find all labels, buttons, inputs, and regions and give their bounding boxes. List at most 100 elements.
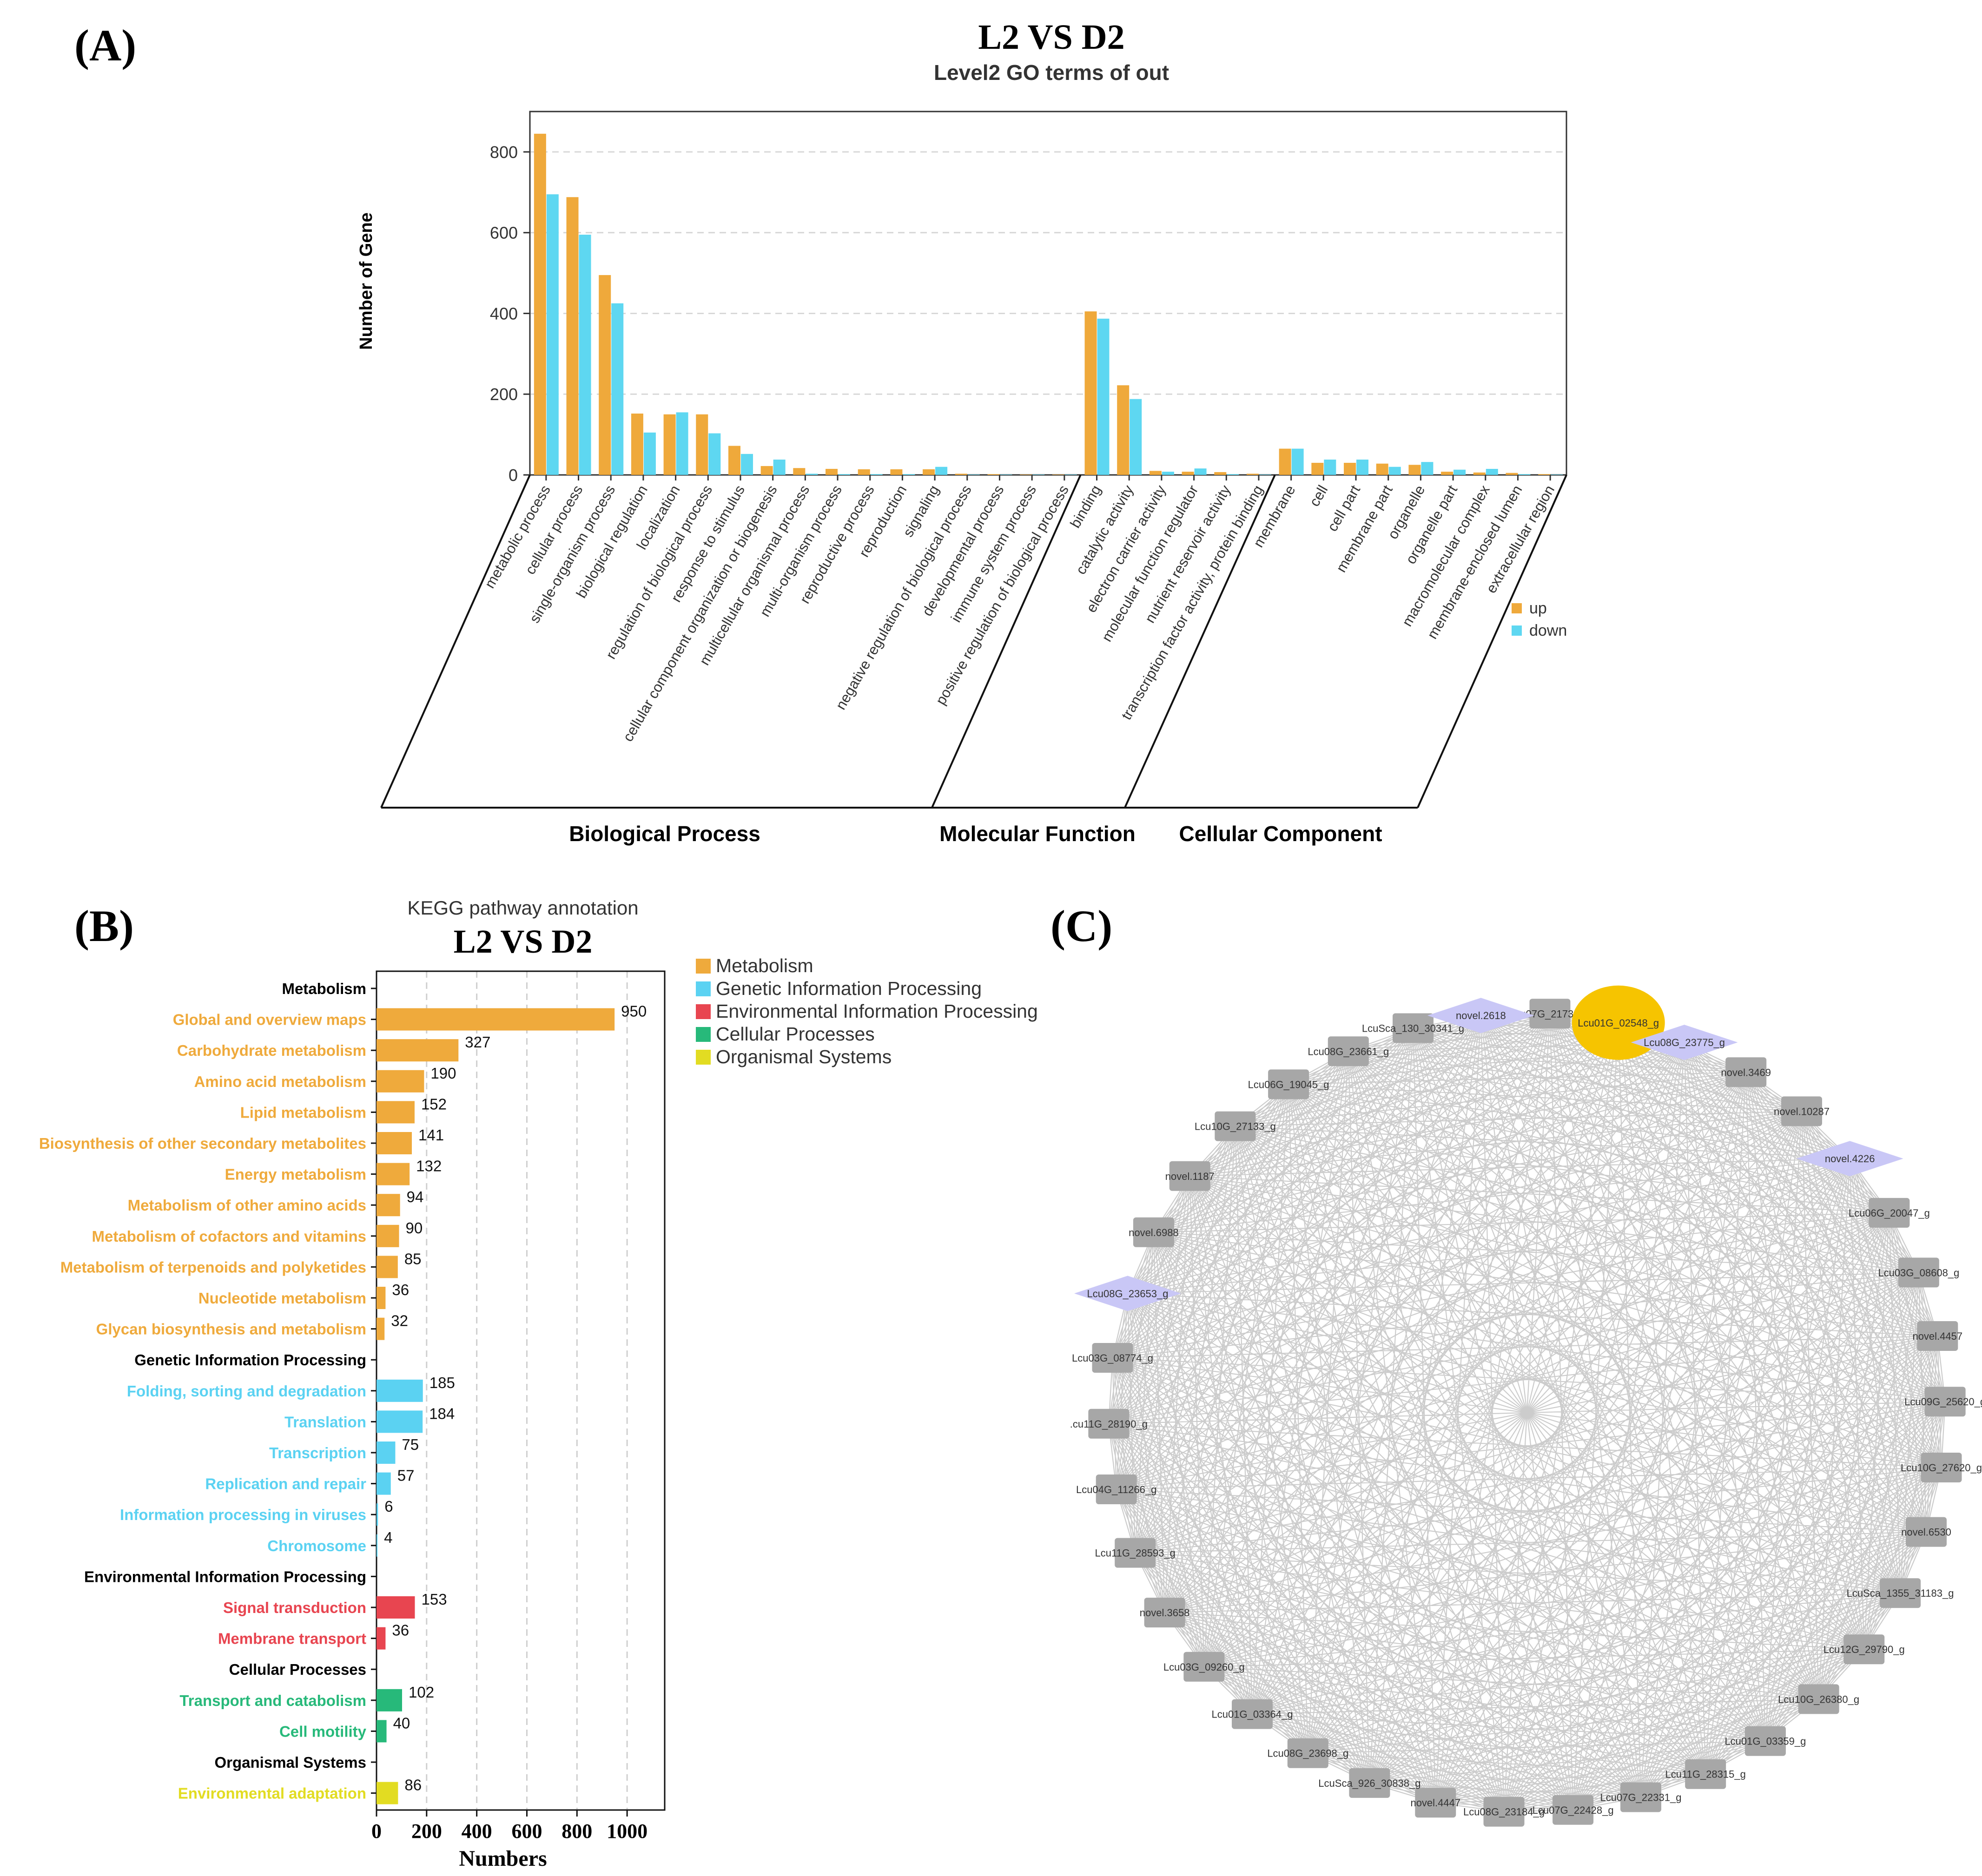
kegg-bar-value: 57 — [397, 1467, 415, 1484]
network-node: novel.1187 — [1165, 1161, 1215, 1191]
go-group-label: Cellular Component — [1179, 822, 1382, 846]
network-node-label: Lcu11G_28593_g — [1095, 1547, 1176, 1559]
go-bar-up — [1246, 474, 1259, 475]
go-bar-down — [1518, 474, 1531, 475]
kegg-bar-value: 32 — [391, 1312, 408, 1330]
kegg-bar — [377, 1689, 402, 1711]
go-bar-down — [676, 412, 688, 475]
kegg-plot-area: 0 200 400 600 800 1000 Metabolism Global and ov… — [39, 970, 666, 1843]
network-node: LcuSca_926_30838_g — [1318, 1768, 1421, 1798]
kegg-bar-value: 152 — [421, 1095, 447, 1112]
node-shape-rect — [1349, 1768, 1390, 1798]
node-shape-diamond — [1074, 1276, 1182, 1311]
node-shape-rect — [1115, 1538, 1156, 1568]
network-node: Lcu01G_03359_g — [1724, 1726, 1806, 1756]
network-node: novel.4226 — [1796, 1141, 1903, 1177]
go-bar-up — [1538, 474, 1551, 475]
kegg-legend-swatch — [696, 1027, 711, 1042]
go-bar-down — [1453, 469, 1466, 475]
node-shape-rect — [1924, 1387, 1966, 1417]
network-node: Lcu03G_08774_g — [1072, 1343, 1153, 1373]
go-bar-up — [1020, 474, 1032, 475]
kegg-bar-value: 6 — [384, 1498, 393, 1515]
network-node: Lcu06G_20047_g — [1849, 1198, 1930, 1228]
network-node-label: novel.6530 — [1901, 1527, 1951, 1538]
go-bar-down — [773, 459, 786, 475]
kegg-row-label: Biosynthesis of other secondary metaboli… — [39, 1135, 366, 1152]
kegg-bar — [377, 1442, 396, 1464]
node-shape-rect — [1393, 1013, 1434, 1043]
network-node: Lcu11G_28315_g — [1665, 1759, 1746, 1789]
network-nodes: Lcu07G_21738_gLcu01G_02548_gLcu08G_23775… — [1070, 985, 1982, 1827]
kegg-row-label: Signal transduction — [223, 1599, 366, 1616]
network-node-label: Lcu06G_19045_g — [1248, 1079, 1329, 1090]
go-bar-up — [1182, 472, 1194, 475]
kegg-bar-value: 4 — [384, 1529, 392, 1546]
go-bar-down — [579, 235, 591, 475]
go-legend: up down — [1512, 599, 1567, 639]
node-shape-rect — [1215, 1111, 1256, 1141]
go-bar-down — [903, 474, 915, 475]
kegg-bar-value: 90 — [406, 1219, 423, 1237]
node-shape-rect — [1483, 1797, 1525, 1827]
go-group-label: Molecular Function — [939, 822, 1136, 846]
kegg-row-label: Metabolism of other amino acids — [128, 1197, 366, 1214]
node-shape-rect — [1744, 1726, 1786, 1756]
network-node: Lcu08G_23184_g — [1463, 1797, 1545, 1827]
kegg-bar-value: 141 — [418, 1126, 444, 1144]
node-shape-diamond — [1631, 1025, 1738, 1060]
go-bar-down — [740, 454, 753, 475]
network-node-label: Lcu08G_23698_g — [1267, 1748, 1348, 1759]
node-shape-rect — [1869, 1198, 1910, 1228]
network-node-label: Lcu11G_28315_g — [1665, 1769, 1746, 1780]
go-bar-up — [858, 469, 870, 475]
go-bar-up — [1052, 474, 1064, 475]
kegg-row-label: Transcription — [269, 1444, 366, 1461]
network-node-label: Lcu08G_23653_g — [1087, 1288, 1169, 1299]
kegg-row-label: Translation — [284, 1413, 366, 1430]
node-shape-rect — [1088, 1409, 1130, 1439]
kegg-bar — [377, 1472, 391, 1495]
panel-b-label: (B) — [74, 901, 134, 951]
network-node: .cu11G_28190_g — [1070, 1409, 1148, 1439]
kegg-bar — [377, 1008, 615, 1031]
kegg-bar-value: 36 — [392, 1281, 409, 1298]
kegg-bar-value: 184 — [429, 1405, 455, 1422]
go-group-separator — [1124, 474, 1276, 808]
go-bar-up — [760, 466, 773, 475]
network-node: Lcu06G_19045_g — [1248, 1069, 1329, 1099]
kegg-bar — [377, 1039, 459, 1062]
node-shape-rect — [1268, 1069, 1309, 1099]
network-node-label: Lcu03G_09260_g — [1163, 1661, 1245, 1673]
go-bar-up — [663, 414, 676, 475]
legend-down-label: down — [1529, 622, 1567, 639]
kegg-x-tick-label: 800 — [562, 1820, 592, 1843]
kegg-legend-swatch — [696, 1004, 711, 1019]
kegg-chart-title: L2 VS D2 — [454, 923, 593, 960]
go-x-tick-label: cell — [1306, 482, 1331, 509]
node-shape-rect — [1921, 1453, 1962, 1483]
kegg-chart-subtitle: KEGG pathway annotation — [407, 897, 638, 919]
go-bar-down — [643, 432, 656, 475]
go-bar-down — [1064, 474, 1077, 475]
node-shape-rect — [1183, 1652, 1225, 1682]
go-bar-down — [1324, 459, 1336, 475]
go-bar-up — [1473, 472, 1486, 475]
network-node-label: novel.4447 — [1410, 1797, 1460, 1809]
go-bar-up — [1214, 472, 1227, 475]
legend-up-swatch — [1512, 603, 1522, 613]
kegg-category-header: Metabolism — [282, 980, 366, 997]
network-node-label: novel.4457 — [1912, 1330, 1962, 1342]
network-node-label: Lcu04G_11266_g — [1076, 1484, 1156, 1495]
network-graph: Lcu07G_21738_gLcu01G_02548_gLcu08G_23775… — [1070, 985, 1982, 1827]
kegg-legend-swatch — [696, 981, 711, 996]
network-node: Lcu08G_23653_g — [1074, 1276, 1182, 1311]
kegg-bar-value: 190 — [430, 1065, 456, 1082]
network-node-label: Lcu09G_25620_g — [1904, 1396, 1982, 1408]
go-bar-up — [890, 469, 903, 475]
go-bar-down — [1388, 467, 1401, 475]
kegg-bar-value: 40 — [393, 1714, 410, 1731]
network-node: novel.4457 — [1912, 1321, 1962, 1351]
go-bar-down — [1130, 399, 1142, 475]
network-node: Lcu11G_28593_g — [1095, 1538, 1176, 1568]
